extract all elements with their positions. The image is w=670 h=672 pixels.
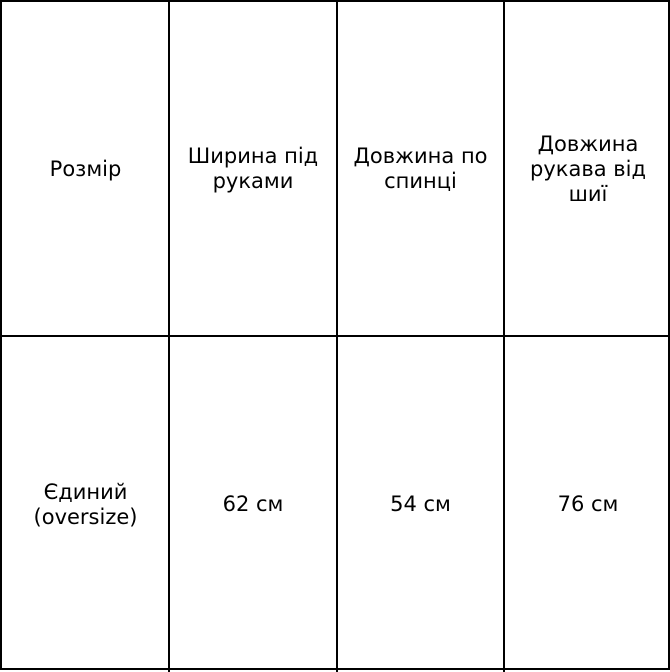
header-sleeve-length: Довжина рукава від шиї <box>530 131 646 206</box>
header-size: Розмір <box>49 156 122 181</box>
row-divider <box>2 335 670 337</box>
header-chest-width: Ширина під руками <box>187 144 319 193</box>
cell-sleeve-length: 76 см <box>557 492 619 516</box>
cell-size: Єдиний (oversize) <box>33 479 138 529</box>
column-divider <box>168 2 170 672</box>
header-back-length: Довжина по спинці <box>353 144 488 193</box>
column-divider <box>503 2 505 672</box>
column-divider <box>336 2 338 672</box>
cell-back-length: 54 см <box>390 492 451 516</box>
cell-chest-width: 62 см <box>222 492 284 516</box>
